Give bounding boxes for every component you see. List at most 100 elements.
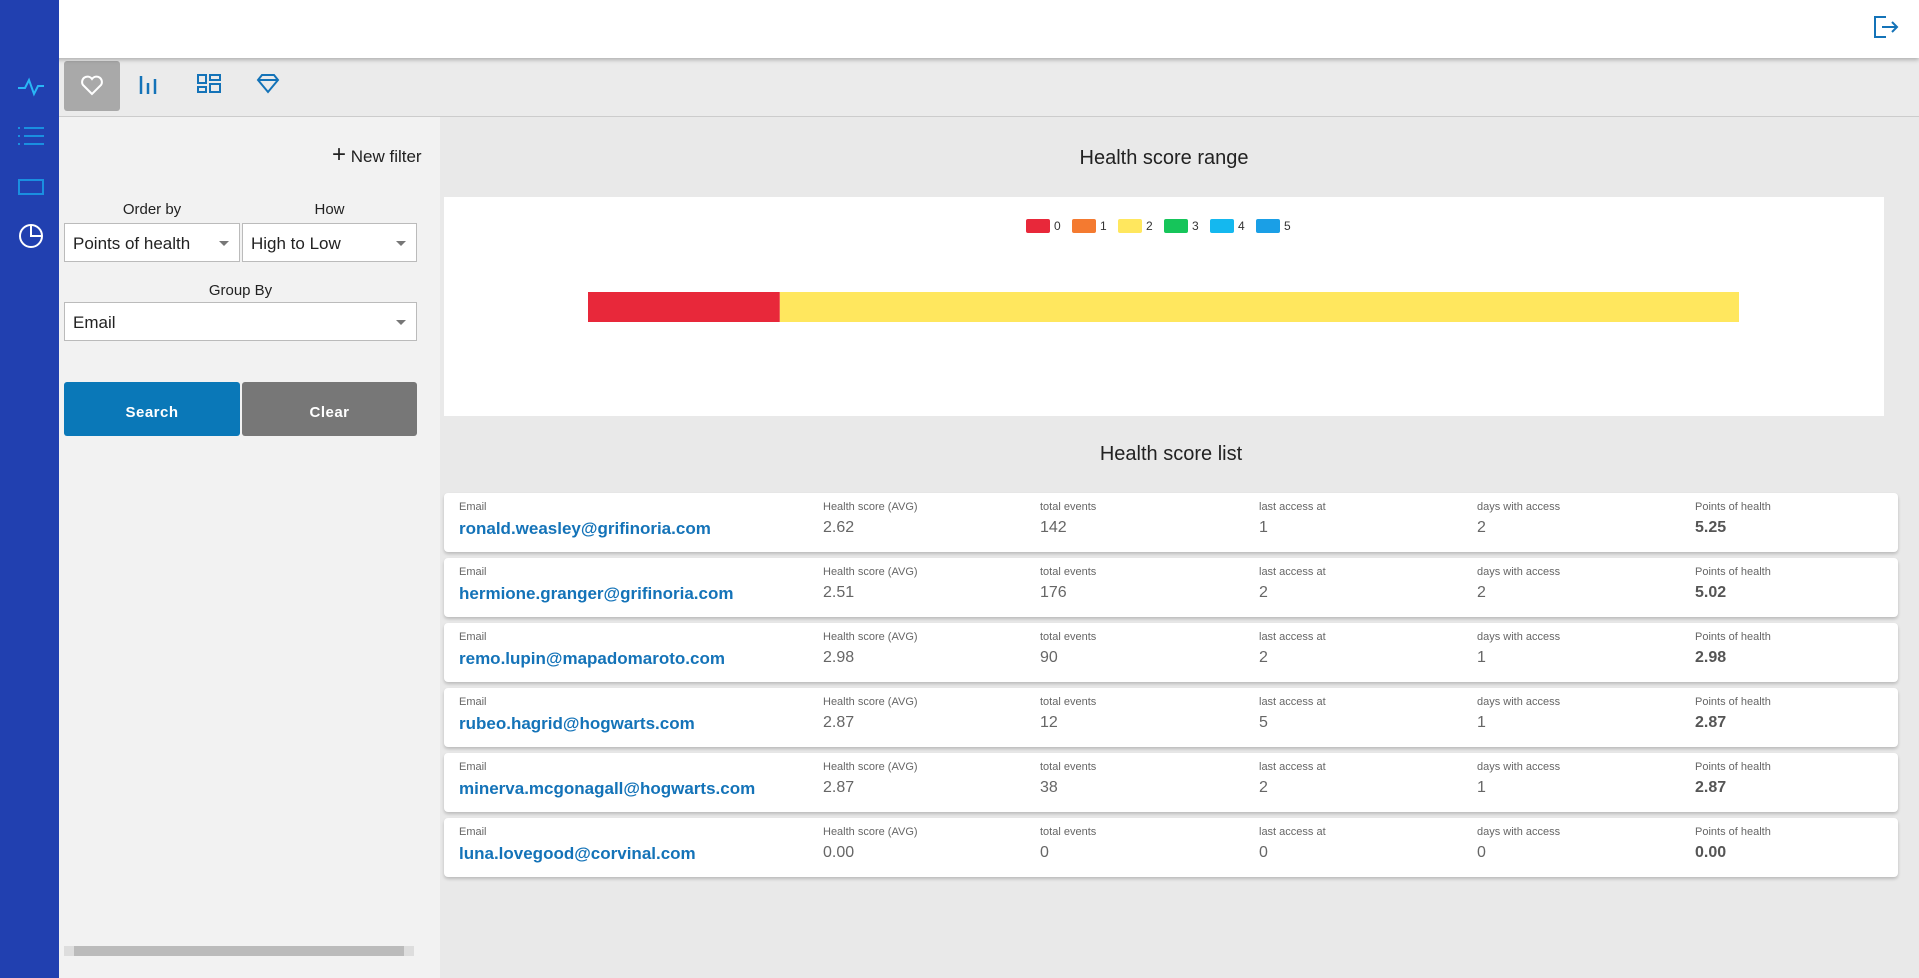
order-by-label: Order by (122, 201, 182, 218)
column-label: Email (459, 631, 487, 643)
column-label: Points of health (1695, 761, 1771, 773)
cell-value: 12 (1040, 714, 1058, 731)
column-label: Email (459, 501, 487, 513)
cell-value: 142 (1040, 519, 1067, 536)
column-label: total events (1040, 501, 1097, 513)
search-button[interactable]: Search (64, 382, 240, 436)
column-label: days with access (1477, 761, 1561, 773)
legend-swatch (1164, 219, 1188, 233)
legend-swatch (1210, 219, 1234, 233)
cell-value: 2.98 (1695, 649, 1727, 666)
column-label: Health score (AVG) (823, 826, 918, 838)
cell-value: 1 (1259, 519, 1268, 536)
cell-value: 2.87 (1695, 779, 1727, 796)
tab-icons (81, 74, 280, 96)
bar-segment (779, 292, 1739, 322)
cell-value: 2.87 (1695, 714, 1727, 731)
list-row: Email rubeo.hagrid@hogwarts.com Health sco… (444, 688, 1898, 747)
column-label: last access at (1259, 761, 1326, 773)
list-row: Email luna.lovegood@corvinal.com Health sc… (444, 818, 1898, 877)
clear-button[interactable]: Clear (242, 382, 417, 436)
search-label: Search (125, 404, 179, 421)
column-label: Email (459, 566, 487, 578)
cell-value: 2 (1477, 584, 1486, 601)
cell-value: 2 (1259, 584, 1268, 601)
top-bar (0, 0, 1919, 58)
legend-swatch (1026, 219, 1050, 233)
cell-value: 2.87 (823, 779, 855, 796)
filter-panel: + New filter Order by How Points of heal… (59, 117, 440, 978)
column-label: Email (459, 761, 487, 773)
logout-icon[interactable] (1872, 14, 1900, 40)
new-filter[interactable]: + New filter (332, 141, 422, 168)
order-by-select[interactable]: Points of health (64, 223, 240, 262)
legend-label: 3 (1192, 219, 1199, 233)
scrollbar[interactable] (64, 946, 414, 956)
group-by-select[interactable]: Email (64, 302, 417, 341)
email-link[interactable]: rubeo.hagrid@hogwarts.com (459, 714, 695, 733)
column-label: Health score (AVG) (823, 566, 918, 578)
column-label: total events (1040, 826, 1097, 838)
column-label: total events (1040, 566, 1097, 578)
cell-value: 2.51 (823, 584, 855, 601)
legend-label: 5 (1284, 219, 1291, 233)
list-row: Email hermione.granger@grifinoria.com Heal… (444, 558, 1898, 617)
column-label: Health score (AVG) (823, 501, 918, 513)
how-select[interactable]: High to Low (242, 223, 417, 262)
legend-swatch (1256, 219, 1280, 233)
cell-value: 1 (1477, 779, 1486, 796)
legend-swatch (1072, 219, 1096, 233)
column-label: Points of health (1695, 501, 1771, 513)
column-label: days with access (1477, 696, 1561, 708)
column-label: last access at (1259, 631, 1326, 643)
clear-label: Clear (309, 404, 350, 421)
cell-value: 5.25 (1695, 519, 1727, 536)
legend-label: 0 (1054, 219, 1061, 233)
column-label: Health score (AVG) (823, 696, 918, 708)
cell-value: 0.00 (823, 844, 855, 861)
cell-value: 38 (1040, 779, 1058, 796)
cell-value: 2 (1477, 519, 1486, 536)
cell-value: 0 (1040, 844, 1049, 861)
column-label: days with access (1477, 826, 1561, 838)
column-label: days with access (1477, 501, 1561, 513)
cell-value: 0 (1477, 844, 1486, 861)
cell-value: 2 (1259, 649, 1268, 666)
tab-bar (59, 58, 1919, 117)
column-label: last access at (1259, 696, 1326, 708)
cell-value: 1 (1477, 649, 1486, 666)
cell-value: 2.87 (823, 714, 855, 731)
legend-label: 1 (1100, 219, 1107, 233)
legend-label: 4 (1238, 219, 1245, 233)
column-label: Points of health (1695, 826, 1771, 838)
cell-value: 2 (1259, 779, 1268, 796)
email-link[interactable]: hermione.granger@grifinoria.com (459, 584, 734, 603)
sidebar (0, 0, 59, 978)
column-label: days with access (1477, 631, 1561, 643)
list-row: Email remo.lupin@mapadomaroto.com Health s… (444, 623, 1898, 682)
list-row: Email ronald.weasley@grifinoria.com Health… (444, 493, 1898, 552)
new-filter-label: New filter (350, 147, 422, 166)
how-label: How (314, 201, 345, 218)
list-row: Email minerva.mcgonagall@hogwarts.com Heal… (444, 753, 1898, 812)
email-link[interactable]: minerva.mcgonagall@hogwarts.com (459, 779, 756, 798)
email-link[interactable]: remo.lupin@mapadomaroto.com (459, 649, 725, 668)
cell-value: 1 (1477, 714, 1486, 731)
column-label: total events (1040, 631, 1097, 643)
column-label: Points of health (1695, 696, 1771, 708)
email-link[interactable]: ronald.weasley@grifinoria.com (459, 519, 711, 538)
chart: 0 1 2 3 4 5 (444, 197, 1884, 416)
cell-value: 5 (1259, 714, 1268, 731)
cell-value: 2.98 (823, 649, 855, 666)
column-label: days with access (1477, 566, 1561, 578)
email-link[interactable]: luna.lovegood@corvinal.com (459, 844, 696, 863)
column-label: total events (1040, 761, 1097, 773)
cell-value: 90 (1040, 649, 1058, 666)
column-label: Email (459, 696, 487, 708)
sidebar-icons (18, 77, 44, 248)
column-label: total events (1040, 696, 1097, 708)
tab-active[interactable] (64, 61, 120, 111)
legend-label: 2 (1146, 219, 1153, 233)
column-label: Health score (AVG) (823, 631, 918, 643)
